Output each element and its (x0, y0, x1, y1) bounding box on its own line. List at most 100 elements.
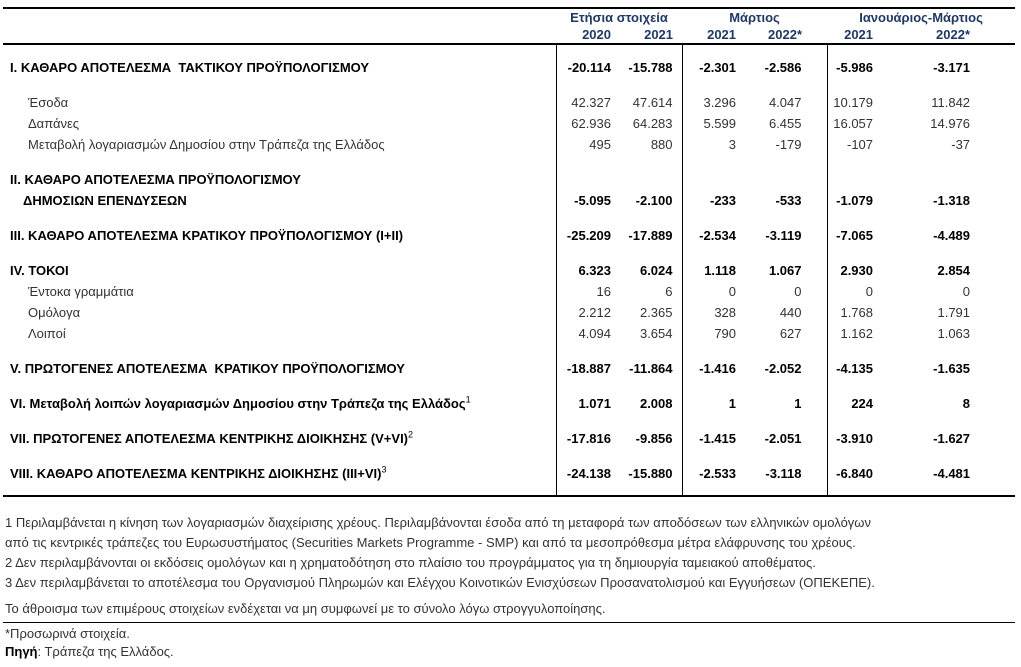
value-cell: 5.599 (703, 116, 737, 131)
row-label (3, 449, 557, 463)
value-cell: -17.816 (566, 431, 611, 446)
value-cell (745, 246, 828, 260)
value-cell: -4.481 (933, 466, 971, 481)
value-cell: -3.910 (836, 431, 874, 446)
row-label (3, 414, 557, 428)
value-cell: 880 (613, 134, 683, 155)
value-cell (613, 344, 683, 358)
value-cell (556, 169, 613, 190)
value-cell: 14.976 (930, 116, 971, 131)
spacer-row (3, 211, 1015, 225)
row-label: Δαπάνες (3, 113, 557, 134)
value-cell (682, 155, 745, 169)
value-cell: -2.051 (745, 428, 828, 449)
footnote-marker: 1 (465, 394, 471, 405)
rounding-note: Το άθροισμα των επιμέρους στοιχείων ενδέ… (5, 601, 606, 616)
row-label (3, 44, 557, 57)
table-row: I. ΚΑΘΑΡΟ ΑΠΟΤΕΛΕΣΜΑ ΤΑΚΤΙΚΟΥ ΠΡΟΫΠΟΛΟΓΙ… (3, 57, 1015, 78)
value-cell: -2.534 (699, 228, 737, 243)
value-cell: -20.114 (567, 60, 611, 75)
table-row: Έσοδα 42.327 47.614 3.296 4.047 10.179 11.842 (3, 92, 1015, 113)
col-group-jan-march: Ιανουάριος-Μάρτιος (859, 10, 983, 25)
value-cell: -2.533 (699, 466, 737, 481)
value-cell: 1.768 (840, 305, 874, 320)
value-cell (895, 211, 1015, 225)
footnotes: 1 Περιλαμβάνεται η κίνηση των λογαριασμώ… (5, 513, 1021, 593)
value-cell: -9.856 (613, 428, 683, 449)
value-cell (682, 379, 745, 393)
value-cell: 62.936 (571, 116, 611, 131)
value-cell (613, 414, 683, 428)
header-empty-cell (3, 26, 556, 45)
row-label (3, 211, 557, 225)
value-cell (613, 78, 683, 92)
value-cell (895, 414, 1015, 428)
row-label (3, 155, 557, 169)
value-cell: -24.138 (566, 466, 611, 481)
value-cell: 16 (596, 284, 611, 299)
spacer-row (3, 155, 1015, 169)
value-cell: -11.864 (613, 358, 683, 379)
value-cell: 6.455 (745, 113, 828, 134)
value-cell (613, 246, 683, 260)
spacer-row (3, 449, 1015, 463)
value-cell: -1.635 (933, 361, 971, 376)
table-row: Λοιποί 4.094 3.654 790 627 1.162 1.063 (3, 323, 1015, 344)
value-cell (556, 379, 613, 393)
value-cell: 47.614 (613, 92, 683, 113)
value-cell: 2.212 (578, 305, 611, 320)
footnote-2: 2 Δεν περιλαμβάνονται οι εκδόσεις ομολόγ… (5, 555, 816, 570)
value-cell: 4.047 (745, 92, 828, 113)
row-label (3, 344, 557, 358)
value-cell: 1.071 (578, 396, 611, 411)
value-cell (682, 169, 745, 190)
table-header: Ετήσια στοιχεία Μάρτιος Ιανουάριος-Μάρτι… (3, 8, 1016, 45)
value-cell (827, 169, 895, 190)
value-cell: 3.654 (613, 323, 683, 344)
value-cell (556, 344, 613, 358)
footnote-marker: 3 (381, 464, 387, 475)
value-cell (682, 246, 745, 260)
value-cell (682, 344, 745, 358)
year-march-2021: 2021 (682, 26, 746, 45)
value-cell: 2.854 (937, 263, 971, 278)
value-cell: -2.052 (745, 358, 828, 379)
value-cell (745, 211, 828, 225)
value-cell (682, 44, 745, 57)
value-cell: 0 (728, 284, 737, 299)
year-annual-2021: 2021 (613, 26, 683, 45)
value-cell: 2.930 (840, 263, 874, 278)
table-row: Ομόλογα 2.212 2.365 328 440 1.768 1.791 (3, 302, 1015, 323)
value-cell: -3.171 (933, 60, 971, 75)
value-cell: 16.057 (833, 116, 874, 131)
value-cell: -1.415 (699, 431, 737, 446)
divider-rule (3, 622, 1015, 623)
value-cell: 495 (589, 137, 611, 152)
row-label: III. ΚΑΘΑΡΟ ΑΠΟΤΕΛΕΣΜΑ ΚΡΑΤΙΚΟΥ ΠΡΟΫΠΟΛΟ… (3, 225, 557, 246)
value-cell: -2.100 (613, 190, 683, 211)
value-cell (682, 78, 745, 92)
row-label: IV. ΤΟΚΟΙ (3, 260, 557, 281)
value-cell (895, 155, 1015, 169)
value-cell (827, 344, 895, 358)
value-cell: 1.162 (840, 326, 874, 341)
value-cell: -2.301 (699, 60, 737, 75)
value-cell (895, 484, 1015, 496)
header-empty-cell (3, 8, 556, 26)
value-cell (745, 169, 828, 190)
col-group-march: Μάρτιος (729, 10, 780, 25)
value-cell: -15.880 (613, 463, 683, 484)
value-cell (745, 379, 828, 393)
year-janmar-2022: 2022* (895, 26, 1016, 45)
value-cell: -15.788 (613, 57, 683, 78)
value-cell: -179 (745, 134, 828, 155)
value-cell: -4.135 (836, 361, 874, 376)
value-cell: 1 (728, 396, 737, 411)
row-label: VII. ΠΡΩΤΟΓΕΝΕΣ ΑΠΟΤΕΛΕΣΜΑ ΚΕΝΤΡΙΚΗΣ ΔΙΟ… (3, 428, 557, 449)
spacer-row (3, 44, 1015, 57)
value-cell (827, 246, 895, 260)
value-cell: -25.209 (566, 228, 611, 243)
table-row: VI. Μεταβολή λοιπών λογαριασμών Δημοσίου… (3, 393, 1015, 414)
value-cell: 0 (865, 284, 874, 299)
